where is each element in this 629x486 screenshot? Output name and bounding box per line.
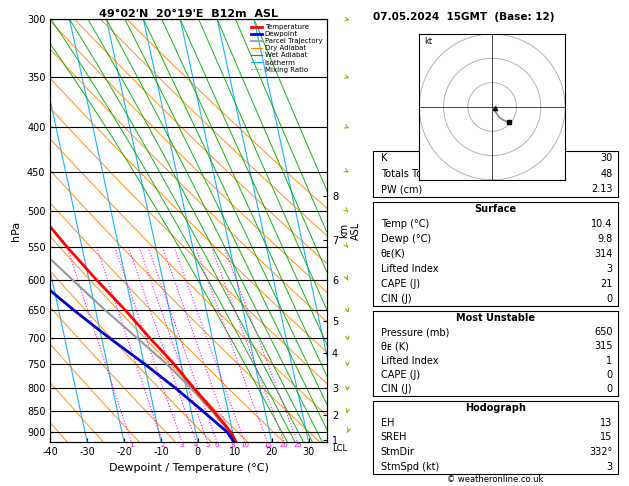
Text: K: K — [381, 154, 387, 163]
Y-axis label: hPa: hPa — [11, 221, 21, 241]
X-axis label: Dewpoint / Temperature (°C): Dewpoint / Temperature (°C) — [109, 463, 269, 473]
Text: 1: 1 — [606, 356, 613, 365]
Text: 3: 3 — [606, 264, 613, 274]
Text: PW (cm): PW (cm) — [381, 184, 422, 194]
Text: 15: 15 — [263, 442, 272, 448]
Text: 21: 21 — [600, 279, 613, 289]
Legend: Temperature, Dewpoint, Parcel Trajectory, Dry Adiabat, Wet Adiabat, Isotherm, Mi: Temperature, Dewpoint, Parcel Trajectory… — [250, 23, 323, 74]
Text: CAPE (J): CAPE (J) — [381, 370, 420, 380]
Text: θᴇ(K): θᴇ(K) — [381, 249, 406, 259]
Text: 0: 0 — [606, 370, 613, 380]
Bar — [373, 401, 618, 474]
Text: Pressure (mb): Pressure (mb) — [381, 327, 449, 337]
Text: kt: kt — [424, 37, 432, 46]
Text: θᴇ (K): θᴇ (K) — [381, 342, 409, 351]
Bar — [373, 202, 618, 306]
Text: 25: 25 — [293, 442, 302, 448]
Text: © weatheronline.co.uk: © weatheronline.co.uk — [447, 474, 543, 484]
Text: 10: 10 — [240, 442, 249, 448]
Y-axis label: km
ASL: km ASL — [340, 222, 361, 240]
Text: 1: 1 — [129, 442, 133, 448]
Text: 0: 0 — [606, 384, 613, 394]
Text: 4: 4 — [194, 442, 198, 448]
Text: 07.05.2024  15GMT  (Base: 12): 07.05.2024 15GMT (Base: 12) — [373, 12, 555, 22]
Text: Lifted Index: Lifted Index — [381, 264, 438, 274]
Text: 2: 2 — [160, 442, 165, 448]
Text: 314: 314 — [594, 249, 613, 259]
Text: Lifted Index: Lifted Index — [381, 356, 438, 365]
Text: Hodograph: Hodograph — [465, 403, 526, 413]
Text: Most Unstable: Most Unstable — [456, 313, 535, 323]
Text: 332°: 332° — [589, 447, 613, 457]
Text: 650: 650 — [594, 327, 613, 337]
Text: 315: 315 — [594, 342, 613, 351]
Text: 5: 5 — [206, 442, 210, 448]
Text: CIN (J): CIN (J) — [381, 384, 411, 394]
Text: 8: 8 — [230, 442, 235, 448]
Text: 48: 48 — [600, 169, 613, 179]
Text: CIN (J): CIN (J) — [381, 294, 411, 304]
Text: Totals Totals: Totals Totals — [381, 169, 440, 179]
Text: 6: 6 — [215, 442, 220, 448]
Bar — [373, 311, 618, 396]
Text: StmDir: StmDir — [381, 447, 415, 457]
Text: Temp (°C): Temp (°C) — [381, 219, 429, 229]
Text: 3: 3 — [606, 462, 613, 471]
Text: LCL: LCL — [333, 445, 348, 453]
Text: 13: 13 — [600, 418, 613, 428]
Text: 20: 20 — [280, 442, 289, 448]
Text: Surface: Surface — [474, 204, 516, 214]
Text: StmSpd (kt): StmSpd (kt) — [381, 462, 439, 471]
Text: 2.13: 2.13 — [591, 184, 613, 194]
Text: 9.8: 9.8 — [598, 234, 613, 244]
Text: 15: 15 — [600, 433, 613, 442]
Text: 10.4: 10.4 — [591, 219, 613, 229]
Bar — [373, 151, 618, 197]
Text: 30: 30 — [600, 154, 613, 163]
Text: 3: 3 — [180, 442, 184, 448]
Text: Dewp (°C): Dewp (°C) — [381, 234, 431, 244]
Text: CAPE (J): CAPE (J) — [381, 279, 420, 289]
Title: 49°02'N  20°19'E  B12m  ASL: 49°02'N 20°19'E B12m ASL — [99, 9, 278, 18]
Text: EH: EH — [381, 418, 394, 428]
Text: SREH: SREH — [381, 433, 407, 442]
Text: 0: 0 — [606, 294, 613, 304]
